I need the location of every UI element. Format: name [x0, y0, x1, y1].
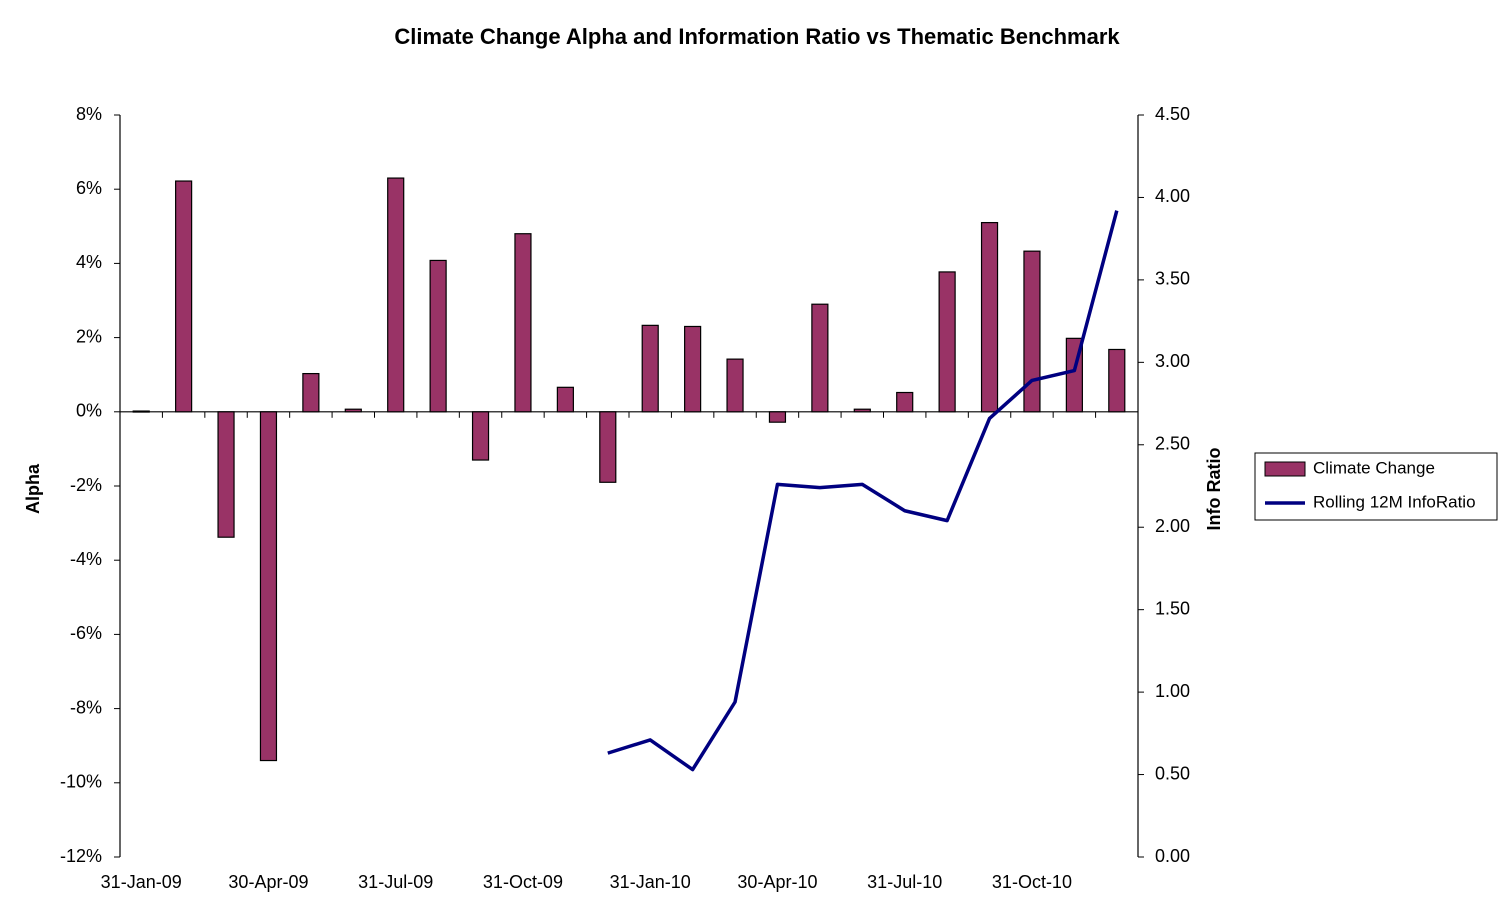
bar: [1108, 348, 1126, 413]
bar: [641, 324, 659, 413]
y2-tick-label: 3.50: [1155, 269, 1190, 289]
bar: [768, 411, 787, 423]
y-axis-label: Alpha: [23, 463, 43, 514]
y-tick-label: 2%: [76, 326, 102, 346]
y2-tick-label: 0.00: [1155, 846, 1190, 866]
y-tick-label: -8%: [70, 697, 102, 717]
bar: [514, 233, 532, 413]
y2-tick-label: 4.50: [1155, 104, 1190, 124]
y2-tick-label: 4.00: [1155, 186, 1190, 206]
y2-tick-label: 1.00: [1155, 681, 1190, 701]
y-tick-label: 8%: [76, 104, 102, 124]
y2-tick-label: 2.00: [1155, 516, 1190, 536]
legend-swatch: [1264, 461, 1306, 477]
y-tick-label: -12%: [60, 846, 102, 866]
bar: [132, 410, 150, 413]
bar: [429, 259, 447, 413]
y2-tick-label: 1.50: [1155, 598, 1190, 618]
x-tick-label: 30-Apr-09: [228, 872, 308, 892]
bar: [726, 358, 744, 413]
y2-tick-label: 2.50: [1155, 434, 1190, 454]
y-tick-label: -10%: [60, 772, 102, 792]
chart-title: Climate Change Alpha and Information Rat…: [394, 24, 1120, 49]
y-tick-label: -6%: [70, 623, 102, 643]
y-tick-label: 0%: [76, 401, 102, 421]
bar: [175, 180, 193, 413]
legend-label: Climate Change: [1313, 458, 1435, 477]
x-tick-label: 31-Jul-10: [867, 872, 942, 892]
bar: [217, 411, 235, 538]
line: [607, 210, 1119, 772]
y2-axis-label: Info Ratio: [1204, 448, 1224, 531]
y-tick-label: 4%: [76, 252, 102, 272]
y-tick-label: -4%: [70, 549, 102, 569]
bar: [938, 271, 956, 413]
x-tick-label: 31-Oct-10: [992, 872, 1072, 892]
bar: [811, 303, 829, 413]
y2-tick-label: 3.00: [1155, 351, 1190, 371]
legend-label: Rolling 12M InfoRatio: [1313, 492, 1476, 511]
bar: [344, 408, 362, 413]
bar: [980, 221, 999, 413]
bar: [853, 408, 871, 413]
bar: [302, 372, 320, 413]
x-tick-label: 31-Jan-09: [101, 872, 182, 892]
y2-tick-label: 0.50: [1155, 763, 1190, 783]
bar: [1023, 250, 1041, 413]
bar: [259, 411, 278, 762]
x-tick-label: 31-Jul-09: [358, 872, 433, 892]
y-tick-label: -2%: [70, 475, 102, 495]
bar: [599, 411, 617, 483]
x-tick-label: 30-Apr-10: [737, 872, 817, 892]
x-tick-label: 31-Oct-09: [483, 872, 563, 892]
bar: [896, 391, 914, 413]
y-tick-label: 6%: [76, 178, 102, 198]
x-tick-label: 31-Jan-10: [610, 872, 691, 892]
bar: [471, 411, 490, 461]
bar: [684, 325, 702, 413]
bar: [556, 386, 574, 413]
bar: [387, 177, 405, 413]
